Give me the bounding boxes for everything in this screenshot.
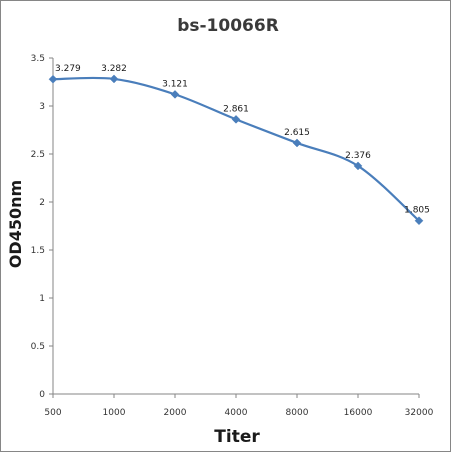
- data-label: 3.121: [162, 79, 188, 89]
- x-tick-label: 2000: [164, 408, 187, 418]
- data-labels: 3.279 3.282 3.121 2.861 2.615 2.376 1.805: [55, 64, 430, 216]
- y-tick-label: 3: [39, 102, 45, 112]
- data-label: 2.615: [284, 128, 310, 138]
- y-tick-label: 0: [39, 390, 45, 400]
- data-label: 3.279: [55, 64, 81, 74]
- series: [48, 74, 424, 226]
- y-tick-label: 1.5: [31, 246, 45, 256]
- data-point-marker: [292, 138, 302, 148]
- data-label: 1.805: [404, 206, 430, 216]
- axes: [49, 57, 420, 398]
- x-tick-label: 8000: [286, 408, 309, 418]
- chart-title: bs-10066R: [177, 16, 279, 36]
- x-tick-label: 500: [44, 408, 61, 418]
- x-tick-label: 32000: [405, 408, 434, 418]
- tick-labels: 0 0.5 1 1.5 2 2.5 3 3.5 500 1000 2000 4000 8000 16000…: [31, 54, 434, 418]
- data-point-marker: [109, 74, 119, 84]
- data-point-marker: [48, 74, 58, 84]
- y-tick-label: 1: [39, 294, 45, 304]
- data-label: 2.376: [345, 151, 371, 161]
- data-label: 3.282: [101, 64, 127, 74]
- data-point-marker: [353, 161, 363, 171]
- x-tick-label: 16000: [344, 408, 373, 418]
- x-axis-title: Titer: [214, 427, 260, 447]
- data-point-marker: [231, 114, 241, 124]
- x-tick-label: 4000: [225, 408, 248, 418]
- data-point-marker: [414, 216, 424, 226]
- y-tick-label: 0.5: [31, 342, 45, 352]
- y-tick-label: 3.5: [31, 54, 45, 64]
- y-axis-title: OD450nm: [6, 180, 25, 268]
- y-tick-label: 2: [39, 198, 45, 208]
- data-label: 2.861: [223, 104, 249, 114]
- series-line: [52, 76, 420, 222]
- y-tick-label: 2.5: [31, 150, 45, 160]
- data-point-marker: [170, 90, 180, 99]
- x-tick-label: 1000: [103, 408, 126, 418]
